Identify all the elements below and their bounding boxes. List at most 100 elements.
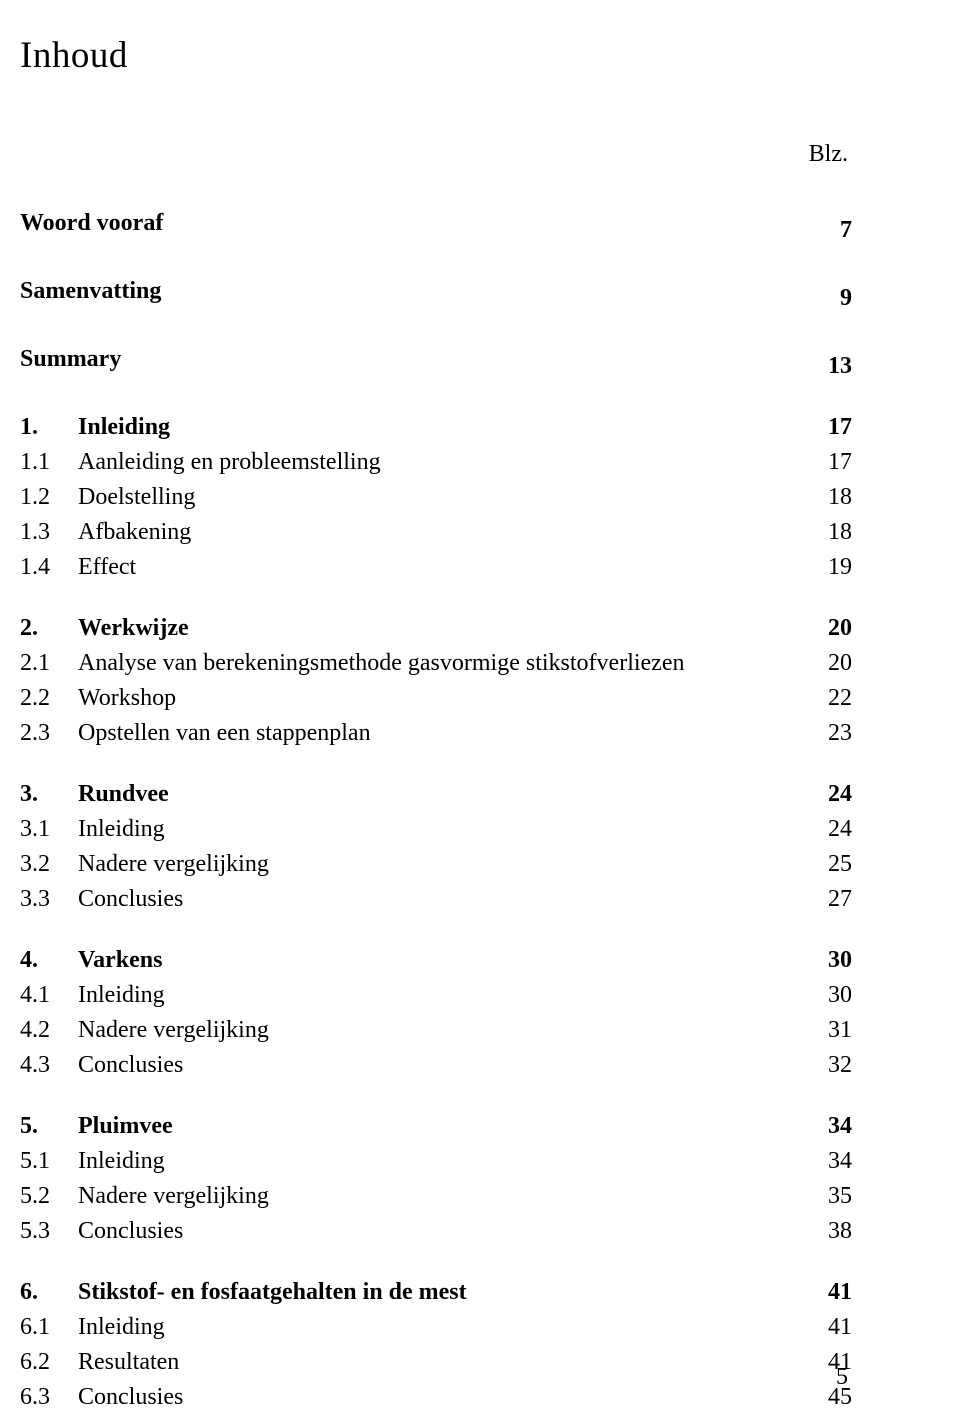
toc-label: 3.3Conclusies: [20, 886, 183, 913]
toc-page: 41: [828, 1314, 852, 1341]
column-header-page: Blz.: [20, 141, 852, 168]
toc-text: Inleiding: [78, 1314, 165, 1341]
toc-number: 1.2: [20, 484, 78, 511]
toc-row: 3.1Inleiding 24: [20, 816, 852, 843]
toc-row: 1.3Afbakening18: [20, 519, 852, 546]
toc-label: 4.1Inleiding: [20, 982, 165, 1009]
toc-label: Woord vooraf: [20, 210, 163, 237]
toc-text: Inleiding: [78, 1148, 165, 1175]
toc-text: Werkwijze: [78, 615, 189, 642]
toc-number: 5.2: [20, 1183, 78, 1210]
toc-page: 22: [828, 685, 852, 712]
toc-number: 1.4: [20, 554, 78, 581]
toc-number: 6.2: [20, 1349, 78, 1376]
toc-number: 6.3: [20, 1384, 78, 1411]
toc-page: 17: [828, 414, 852, 441]
toc-page: 27: [828, 886, 852, 913]
toc-number: 1.1: [20, 449, 78, 476]
toc-text: Conclusies: [78, 1218, 183, 1245]
toc-page: 7: [840, 217, 852, 244]
toc-label: 1.1Aanleiding en probleemstelling: [20, 449, 381, 476]
toc-number: 2.: [20, 615, 78, 642]
toc-number: 5.: [20, 1113, 78, 1140]
toc-text: Conclusies: [78, 1384, 183, 1411]
toc-row: 6.Stikstof- en fosfaatgehalten in de mes…: [20, 1279, 852, 1306]
toc-label: Samenvatting: [20, 278, 161, 305]
toc-row: 3.Rundvee24: [20, 781, 852, 808]
toc-label: 6.3Conclusies: [20, 1384, 183, 1411]
toc-text: Afbakening: [78, 519, 191, 546]
toc-label: 1.2Doelstelling: [20, 484, 195, 511]
toc-row: 5.Pluimvee 34: [20, 1113, 852, 1140]
toc-text: Pluimvee: [78, 1113, 173, 1140]
toc-page: 18: [828, 484, 852, 511]
toc-row: 4.3Conclusies32: [20, 1052, 852, 1079]
page-title: Inhoud: [20, 34, 852, 77]
toc-page: 30: [828, 947, 852, 974]
toc-row: 2.3Opstellen van een stappenplan23: [20, 720, 852, 747]
toc-label: 4.3Conclusies: [20, 1052, 183, 1079]
toc-text: Nadere vergelijking: [78, 1183, 269, 1210]
toc-row: 1.Inleiding17: [20, 414, 852, 441]
toc-label: 5.3Conclusies: [20, 1218, 183, 1245]
toc-text: Nadere vergelijking: [78, 851, 269, 878]
section-gap: [20, 320, 852, 346]
toc-page: 34: [828, 1113, 852, 1140]
toc-label: 5.Pluimvee: [20, 1113, 173, 1140]
toc-number: 5.3: [20, 1218, 78, 1245]
toc-row: 1.4Effect19: [20, 554, 852, 581]
section-gap: [20, 252, 852, 278]
toc-row: 6.2Resultaten41: [20, 1349, 852, 1376]
toc-text: Conclusies: [78, 1052, 183, 1079]
toc-row: 5.2Nadere vergelijking 35: [20, 1183, 852, 1210]
toc-text: Effect: [78, 554, 136, 581]
toc-label: 2.Werkwijze: [20, 615, 189, 642]
toc-text: Rundvee: [78, 781, 169, 808]
toc-label: 1.3Afbakening: [20, 519, 191, 546]
toc-number: 6.: [20, 1279, 78, 1306]
toc-row: 5.1Inleiding 34: [20, 1148, 852, 1175]
toc-page: 9: [840, 285, 852, 312]
toc-page: 13: [828, 353, 852, 380]
toc-text: Resultaten: [78, 1349, 179, 1376]
toc-label: 2.3Opstellen van een stappenplan: [20, 720, 371, 747]
toc-number: 4.2: [20, 1017, 78, 1044]
toc-row: Woord vooraf 7: [20, 210, 852, 244]
toc-row: 6.1Inleiding 41: [20, 1314, 852, 1341]
toc-page: 25: [828, 851, 852, 878]
toc-row: 4.1Inleiding30: [20, 982, 852, 1009]
toc-number: 2.2: [20, 685, 78, 712]
toc-page: 24: [828, 816, 852, 843]
toc-number: 4.1: [20, 982, 78, 1009]
toc-label: 6.Stikstof- en fosfaatgehalten in de mes…: [20, 1279, 467, 1306]
toc-row: 5.3Conclusies38: [20, 1218, 852, 1245]
toc-page: 34: [828, 1148, 852, 1175]
toc-label: 3.1Inleiding: [20, 816, 165, 843]
toc-page: 35: [828, 1183, 852, 1210]
toc-text: Summary: [20, 346, 121, 373]
toc-row: Samenvatting 9: [20, 278, 852, 312]
toc-label: 6.2Resultaten: [20, 1349, 179, 1376]
toc-text: Analyse van berekeningsmethode gasvormig…: [78, 650, 684, 677]
toc-text: Inleiding: [78, 816, 165, 843]
toc-label: 6.1Inleiding: [20, 1314, 165, 1341]
table-of-contents: Woord vooraf7Samenvatting9Summary131.Inl…: [20, 210, 852, 1411]
toc-row: 3.3Conclusies 27: [20, 886, 852, 913]
page-number: 5: [836, 1364, 848, 1391]
toc-number: 2.1: [20, 650, 78, 677]
toc-text: Woord vooraf: [20, 210, 163, 237]
toc-number: 1.: [20, 414, 78, 441]
toc-text: Conclusies: [78, 886, 183, 913]
toc-row: 4.Varkens30: [20, 947, 852, 974]
toc-text: Workshop: [78, 685, 176, 712]
toc-text: Aanleiding en probleemstelling: [78, 449, 381, 476]
toc-number: 1.3: [20, 519, 78, 546]
toc-label: 5.1Inleiding: [20, 1148, 165, 1175]
toc-row: 3.2Nadere vergelijking25: [20, 851, 852, 878]
toc-row: 4.2Nadere vergelijking31: [20, 1017, 852, 1044]
toc-row: 1.1Aanleiding en probleemstelling17: [20, 449, 852, 476]
section-gap: [20, 755, 852, 781]
toc-label: 4.2Nadere vergelijking: [20, 1017, 269, 1044]
section-gap: [20, 388, 852, 414]
toc-number: 3.: [20, 781, 78, 808]
